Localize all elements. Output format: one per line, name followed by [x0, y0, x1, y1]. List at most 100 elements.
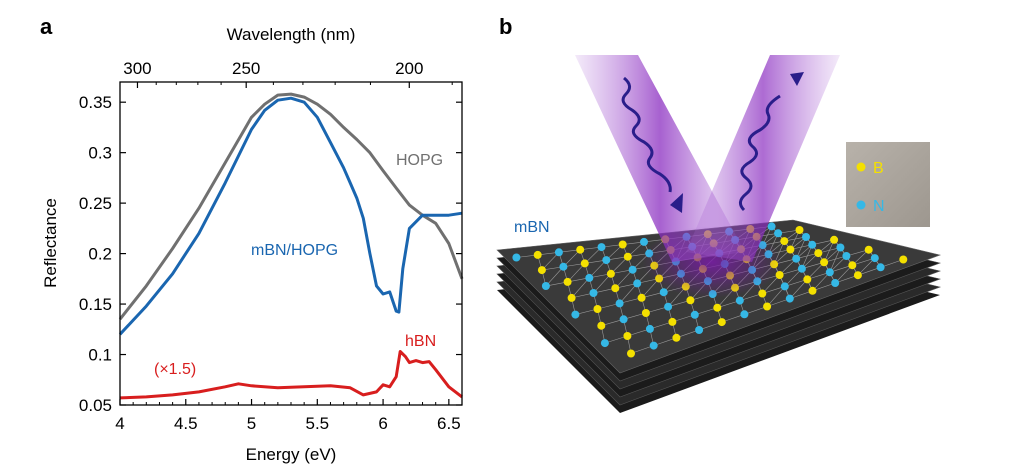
- lattice-atom: [842, 252, 851, 260]
- lattice-atom: [792, 254, 801, 263]
- lattice-bond: [823, 239, 835, 263]
- series-label-hopg: HOPG: [396, 152, 443, 169]
- lattice-atom: [780, 282, 789, 291]
- x-tick-label: 5: [247, 414, 256, 433]
- lattice-atom: [870, 254, 879, 263]
- lattice-atom: [672, 333, 681, 342]
- axis-ticks: 4 4.5 5 5.5 6 6.5 0.05 0.1 0.15 0.2 0.25 0.3 0.35 300…: [79, 59, 463, 433]
- lattice-atom: [589, 289, 598, 297]
- lattice-atom: [659, 288, 668, 297]
- y-tick-label: 0.15: [79, 295, 112, 314]
- series-line-mbn-hopg: [118, 96, 463, 336]
- lattice-atom: [664, 302, 673, 311]
- y-tick-label: 0.05: [79, 396, 112, 415]
- lattice-atom: [597, 321, 606, 330]
- lattice-atom: [611, 284, 620, 293]
- lattice-atom: [831, 279, 840, 287]
- lattice-atom: [668, 317, 677, 326]
- y-tick-label: 0.1: [88, 346, 112, 365]
- lattice-atom: [740, 310, 749, 319]
- lattice-bond: [835, 264, 853, 284]
- lattice-atom: [640, 237, 648, 246]
- lattice-atom: [627, 349, 635, 358]
- lattice-atom: [735, 296, 744, 305]
- lattice-atom: [597, 243, 606, 252]
- lattice-atom: [808, 240, 817, 249]
- lattice-atom: [623, 332, 632, 340]
- incident-beam: [575, 55, 745, 262]
- series-line-hbn: [119, 350, 463, 400]
- nitrogen-atom-icon: [856, 200, 866, 210]
- y-axis-label: Reflectance: [41, 198, 60, 288]
- panel-label-b: b: [499, 14, 512, 39]
- lattice-atom: [803, 275, 812, 284]
- series-line-hopg: [118, 92, 464, 321]
- lattice-bond: [567, 263, 586, 283]
- lattice-atom: [717, 318, 726, 327]
- lattice-atom: [533, 250, 542, 259]
- lattice-atom: [559, 262, 568, 271]
- lattice-atom: [628, 265, 637, 274]
- top-tick-label: 300: [123, 59, 151, 78]
- boron-atom-icon: [856, 162, 866, 172]
- panel-label-a: a: [40, 14, 53, 39]
- lattice-atom: [537, 266, 546, 275]
- lattice-atom: [602, 256, 611, 265]
- lattice-atom: [576, 245, 585, 254]
- lattice-atom: [641, 309, 650, 317]
- top-tick-label: 200: [395, 59, 423, 78]
- lattice-atom: [567, 293, 576, 302]
- lattice-atom: [554, 248, 563, 257]
- x-tick-label: 4: [115, 414, 124, 433]
- reflectance-chart: 4 4.5 5 5.5 6 6.5 0.05 0.1 0.15 0.2 0.25 0.3 0.35 300…: [41, 25, 464, 464]
- atom-legend: B N: [846, 142, 930, 227]
- lattice-atom: [645, 324, 654, 333]
- x-axis-label: Energy (eV): [246, 445, 337, 464]
- top-axis-label: Wavelength (nm): [227, 25, 356, 44]
- x-tick-label: 6: [378, 414, 387, 433]
- hopg-label: HOPG: [758, 361, 807, 385]
- hbn-scale-annotation: (×1.5): [154, 361, 196, 378]
- x-tick-label: 4.5: [174, 414, 198, 433]
- lattice-atom: [864, 245, 873, 254]
- atom-legend-box: [846, 142, 930, 227]
- lattice-atom: [713, 303, 722, 312]
- lattice-atom: [571, 310, 580, 319]
- lattice-atom: [633, 279, 642, 288]
- lattice-bond: [589, 259, 607, 279]
- lattice-bond: [762, 274, 780, 294]
- lattice-atom: [767, 222, 776, 231]
- lattice-atom: [797, 264, 806, 273]
- lattice-atom: [820, 258, 829, 267]
- lattice-atom: [825, 268, 834, 277]
- lattice-bond: [812, 272, 831, 292]
- lattice-atom: [580, 259, 589, 268]
- lattice-bond: [615, 269, 633, 289]
- lattice-atom: [786, 245, 795, 254]
- lattice-bond: [789, 279, 808, 299]
- x-tick-label: 6.5: [437, 414, 461, 433]
- series-label-mbn-hopg: mBN/HOPG: [251, 242, 338, 259]
- lattice-atom: [814, 249, 823, 258]
- lattice-atom: [619, 315, 628, 324]
- legend-nitrogen-label: N: [873, 198, 885, 215]
- lattice-atom: [802, 233, 810, 241]
- lattice-atom: [593, 305, 602, 313]
- lattice-atom: [830, 235, 839, 244]
- lattice-bond: [610, 256, 628, 274]
- lattice-atom: [695, 326, 704, 334]
- lattice-atom: [686, 296, 695, 305]
- lattice-atom: [618, 240, 627, 249]
- y-tick-label: 0.35: [79, 93, 112, 112]
- top-tick-label: 250: [232, 59, 260, 78]
- lattice-atom: [785, 294, 794, 303]
- lattice-bond: [801, 244, 813, 269]
- y-tick-label: 0.2: [88, 245, 112, 264]
- reflected-wave: [739, 94, 781, 212]
- y-tick-label: 0.25: [79, 194, 112, 213]
- lattice-atom: [780, 237, 789, 246]
- lattice-atom: [541, 282, 550, 290]
- lattice-bond: [766, 286, 786, 307]
- lattice-atom: [758, 289, 767, 298]
